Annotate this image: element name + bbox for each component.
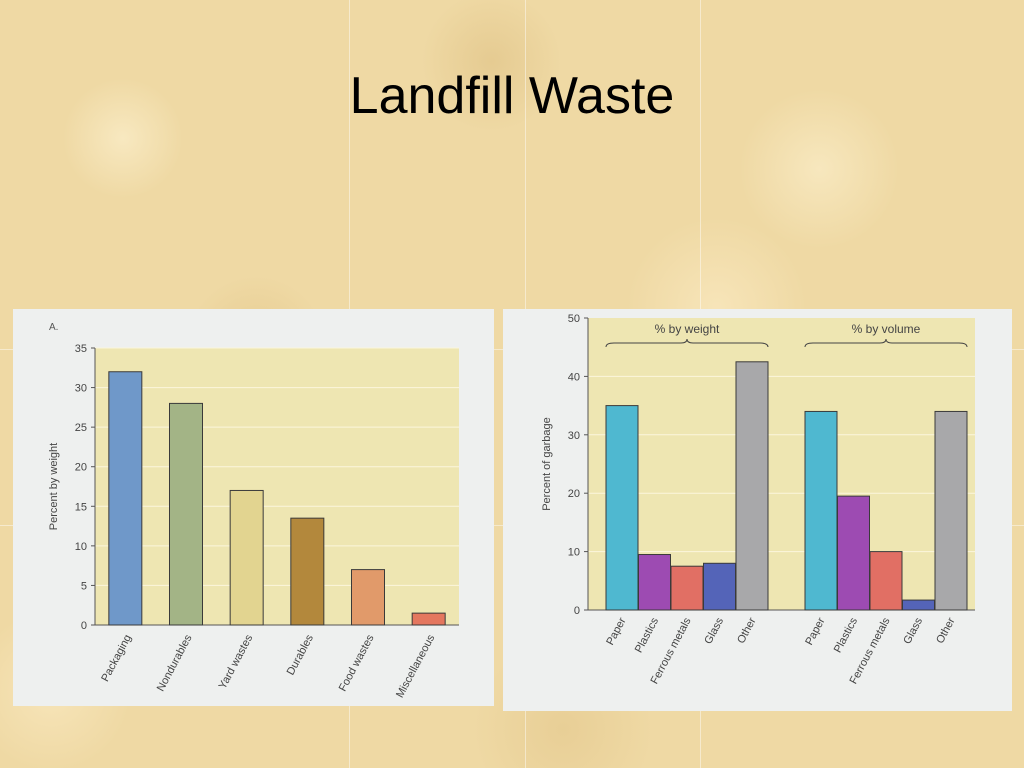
x-tick-label: Plastics	[832, 615, 861, 655]
y-axis-label: Percent by weight	[48, 443, 60, 530]
group-label: % by weight	[655, 322, 720, 336]
y-tick-label: 30	[75, 383, 87, 395]
y-tick-label: 20	[75, 462, 87, 474]
bar	[735, 361, 769, 611]
y-tick-label: 30	[568, 430, 580, 442]
x-tick-label: Paper	[803, 615, 828, 647]
bar	[934, 410, 968, 611]
x-tick-label: Yard wastes	[217, 632, 256, 691]
bar	[869, 551, 903, 611]
y-tick-label: 0	[574, 605, 580, 617]
y-tick-label: 5	[81, 580, 87, 592]
y-tick-label: 15	[75, 501, 87, 513]
bar	[804, 410, 838, 611]
x-tick-label: Plastics	[633, 615, 662, 655]
chart-panel-percent-of-garbage: 0 10 20 30 40 50 Percent of garbage Paper Plasti…	[503, 309, 1012, 711]
slide-title: Landfill Waste	[349, 67, 675, 125]
bar	[229, 489, 264, 626]
group-label: % by volume	[852, 322, 921, 336]
y-tick-label: 25	[75, 422, 87, 434]
x-tick-label: Food wastes	[337, 632, 377, 693]
x-tick-label: Paper	[604, 615, 629, 647]
y-axis-label: Percent of garbage	[541, 417, 553, 511]
bar	[703, 562, 736, 611]
y-tick-label: 10	[75, 541, 87, 553]
x-tick-label: Packaging	[99, 633, 134, 684]
bar	[351, 569, 385, 626]
x-tick-label: Nondurables	[155, 632, 195, 693]
y-tick-label: 35	[75, 343, 87, 355]
y-tick-label: 0	[81, 620, 87, 632]
plot-area	[95, 348, 459, 625]
y-tick-label: 20	[568, 488, 580, 500]
bar	[411, 612, 446, 626]
x-tick-label: Glass	[901, 615, 925, 646]
group-brace	[804, 338, 968, 348]
group-brace	[605, 338, 769, 348]
y-tick-label: 10	[568, 547, 580, 559]
x-tick-label: Durables	[285, 632, 316, 677]
bar	[638, 554, 671, 611]
x-tick-label: Miscellaneous	[394, 632, 438, 700]
chart-svg-waste-by-weight: A. 0 5 10 15 20 25 30 35 Percent by weight Packagi…	[48, 322, 459, 700]
x-tick-label: Other	[934, 615, 958, 645]
bar	[290, 517, 325, 626]
panel-label: A.	[49, 322, 58, 333]
x-tick-label: Glass	[702, 615, 726, 646]
y-tick-label: 50	[568, 313, 580, 325]
bar	[169, 402, 203, 626]
bar	[108, 371, 143, 626]
y-tick-label: 40	[568, 371, 580, 383]
bar	[605, 405, 639, 611]
bar	[902, 599, 935, 611]
chart-panel-percent-by-weight: A. 0 5 10 15 20 25 30 35 Percent by weight Packagi…	[13, 309, 494, 706]
bar	[837, 495, 870, 611]
bar	[670, 565, 704, 611]
x-tick-label: Other	[735, 615, 759, 645]
